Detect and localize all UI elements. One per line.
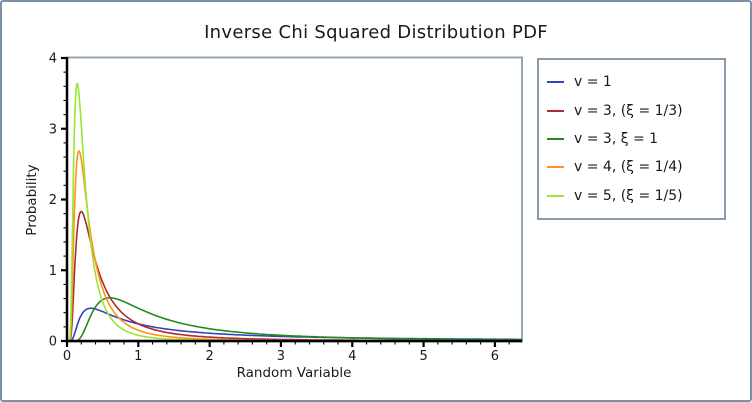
curves xyxy=(67,82,522,342)
legend-swatch xyxy=(547,194,564,197)
y-tick-label: 3 xyxy=(49,122,57,137)
legend-label: v = 1 xyxy=(574,74,612,91)
x-axis-label: Random Variable xyxy=(237,365,352,381)
legend-swatch xyxy=(547,81,564,84)
legend-label: v = 3, ξ = 1 xyxy=(574,130,659,147)
tick-labels: 0 1 2 3 4 5 6 0 1 2 3 4 xyxy=(49,52,499,365)
legend-item-0: v = 1 xyxy=(539,72,724,92)
legend-item-3: v = 4, (ξ = 1/4) xyxy=(539,157,724,177)
x-tick-label: 6 xyxy=(491,349,499,364)
y-tick-label: 4 xyxy=(49,52,57,67)
legend-swatch xyxy=(547,166,564,169)
legend-label: v = 4, (ξ = 1/4) xyxy=(574,159,683,176)
curve-series-2 xyxy=(67,296,522,342)
x-tick-label: 2 xyxy=(205,349,213,364)
ticks xyxy=(61,56,510,347)
y-axis-label: Probability xyxy=(24,164,40,235)
legend-swatch xyxy=(547,109,564,112)
legend-item-4: v = 5, (ξ = 1/5) xyxy=(539,186,724,206)
legend-swatch xyxy=(547,137,564,140)
curve-series-4 xyxy=(67,82,522,342)
plot-box-border xyxy=(66,56,523,343)
chart-title: Inverse Chi Squared Distribution PDF xyxy=(204,22,548,43)
legend-label: v = 3, (ξ = 1/3) xyxy=(574,102,683,119)
y-tick-label: 2 xyxy=(49,193,57,208)
legend-item-1: v = 3, (ξ = 1/3) xyxy=(539,101,724,121)
y-tick-label: 0 xyxy=(49,335,57,350)
y-tick-label: 1 xyxy=(49,264,57,279)
plot-box xyxy=(66,56,523,343)
legend-label: v = 5, (ξ = 1/5) xyxy=(574,187,683,204)
x-tick-label: 4 xyxy=(348,349,356,364)
curve-series-1 xyxy=(67,210,522,342)
x-tick-label: 1 xyxy=(134,349,142,364)
axes xyxy=(65,57,522,343)
legend-item-2: v = 3, ξ = 1 xyxy=(539,129,724,149)
curve-series-3 xyxy=(67,150,522,342)
x-tick-label: 0 xyxy=(63,349,71,364)
legend: v = 1 v = 3, (ξ = 1/3) v = 3, ξ = 1 v = 4, … xyxy=(537,58,726,220)
x-tick-label: 3 xyxy=(277,349,285,364)
x-tick-label: 5 xyxy=(419,349,427,364)
